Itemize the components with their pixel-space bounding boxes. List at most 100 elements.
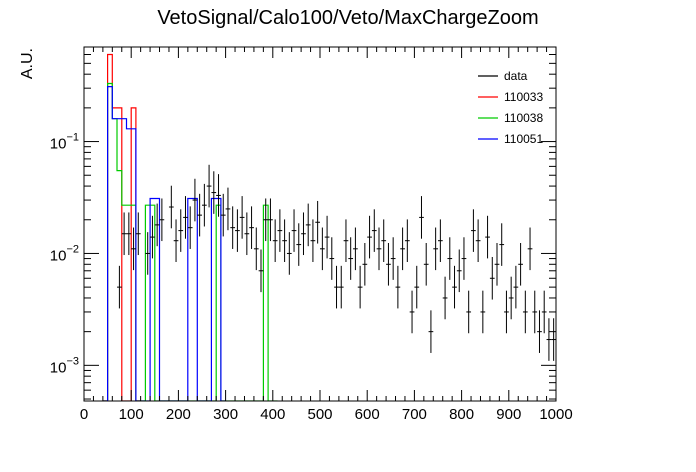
- data-point-50: [362, 242, 368, 286]
- data-point-75: [480, 290, 486, 334]
- data-point-65: [433, 227, 438, 271]
- data-point-66: [438, 219, 443, 262]
- data-point-48: [353, 227, 358, 271]
- data-point-44: [334, 265, 339, 309]
- x-tick-label: 1000: [539, 406, 572, 423]
- legend-label-110038: 110038: [504, 111, 543, 125]
- data-point-41: [320, 227, 325, 271]
- x-tick-label: 500: [307, 406, 332, 423]
- data-point-59: [404, 219, 410, 262]
- data-point-58: [400, 227, 405, 271]
- data-point-74: [475, 219, 481, 262]
- data-point-71: [461, 237, 467, 280]
- data-point-64: [428, 310, 434, 353]
- data-point-86: [532, 290, 538, 334]
- data-point-18: [211, 171, 217, 214]
- data-point-9: [168, 185, 174, 229]
- data-point-60: [409, 290, 415, 334]
- data-point-82: [513, 265, 519, 309]
- data-point-52: [371, 209, 377, 252]
- data-point-79: [499, 223, 505, 266]
- data-point-16: [202, 183, 207, 227]
- data-point-89: [546, 318, 552, 361]
- data-point-54: [381, 219, 387, 262]
- data-point-40: [315, 200, 320, 244]
- data-point-19: [216, 174, 221, 217]
- data-point-84: [522, 290, 528, 334]
- legend-label-110051: 110051: [504, 132, 543, 146]
- data-point-80: [504, 290, 509, 334]
- data-point-35: [291, 209, 297, 252]
- data-point-57: [395, 265, 401, 309]
- data-point-34: [286, 232, 292, 275]
- x-tick-label: 800: [449, 406, 474, 423]
- data-point-13: [187, 206, 193, 249]
- data-point-73: [471, 209, 476, 252]
- x-tick-label: 900: [496, 406, 521, 423]
- data-point-3: [131, 227, 136, 271]
- data-point-31: [272, 219, 278, 262]
- y-tick-label: 10−1: [50, 132, 79, 153]
- data-point-55: [386, 242, 391, 286]
- data-point-88: [541, 290, 547, 334]
- data-point-37: [301, 212, 306, 256]
- data-point-42: [324, 215, 330, 259]
- data-point-5: [145, 232, 151, 275]
- x-tick-label: 200: [166, 406, 191, 423]
- data-point-61: [414, 265, 420, 309]
- data-point-53: [376, 227, 382, 271]
- series-group: [102, 53, 556, 401]
- data-point-17: [206, 164, 212, 208]
- data-point-26: [249, 206, 254, 249]
- data-point-33: [282, 219, 287, 262]
- data-point-28: [258, 249, 264, 293]
- y-tick-label-exponent: −1: [66, 132, 79, 144]
- data-point-29: [263, 198, 269, 242]
- data-point-8: [159, 198, 165, 242]
- data-point-67: [442, 276, 448, 320]
- data-point-32: [277, 209, 283, 252]
- data-point-10: [173, 219, 179, 262]
- data-point-68: [447, 237, 453, 280]
- data-point-76: [485, 215, 490, 259]
- data-point-90: [551, 318, 556, 361]
- data-point-7: [154, 203, 160, 247]
- x-tick-label: 400: [260, 406, 285, 423]
- y-tick-label-base: 10: [50, 136, 67, 153]
- data-point-78: [494, 242, 500, 286]
- data-point-70: [456, 249, 462, 293]
- data-point-62: [419, 196, 424, 239]
- series-110033-line: [102, 53, 141, 401]
- data-point-22: [230, 206, 236, 249]
- data-point-87: [537, 310, 542, 353]
- data-point-11: [178, 209, 184, 252]
- data-point-81: [508, 276, 514, 320]
- series-110051-line: [102, 86, 226, 401]
- data-point-24: [239, 196, 245, 239]
- data-point-23: [235, 209, 240, 252]
- legend-label-data: data: [504, 69, 528, 83]
- data-point-14: [192, 178, 198, 222]
- y-axis-label: A.U.: [19, 48, 36, 79]
- data-point-77: [489, 256, 495, 300]
- y-tick-label: 10−2: [50, 243, 79, 264]
- data-point-27: [253, 227, 259, 271]
- x-tick-label: 600: [355, 406, 380, 423]
- data-point-30: [268, 198, 273, 242]
- data-point-43: [329, 237, 335, 280]
- y-tick-label-exponent: −3: [66, 355, 79, 367]
- data-point-4: [135, 212, 141, 256]
- axes: 0 100 200 300 400 500 600 700 800 900 100010−310−2…: [50, 46, 573, 423]
- y-tick-label-exponent: −2: [66, 243, 79, 255]
- y-tick-label-base: 10: [50, 247, 67, 264]
- data-point-56: [390, 237, 396, 280]
- data-point-1: [121, 212, 127, 256]
- x-tick-label: 0: [80, 406, 88, 423]
- data-point-47: [348, 237, 354, 280]
- data-point-83: [518, 242, 523, 286]
- data-point-12: [183, 196, 188, 239]
- data-point-21: [225, 187, 231, 231]
- legend: data 110033 110038 110051: [478, 69, 543, 146]
- data-point-46: [343, 219, 349, 262]
- data-point-38: [305, 203, 311, 247]
